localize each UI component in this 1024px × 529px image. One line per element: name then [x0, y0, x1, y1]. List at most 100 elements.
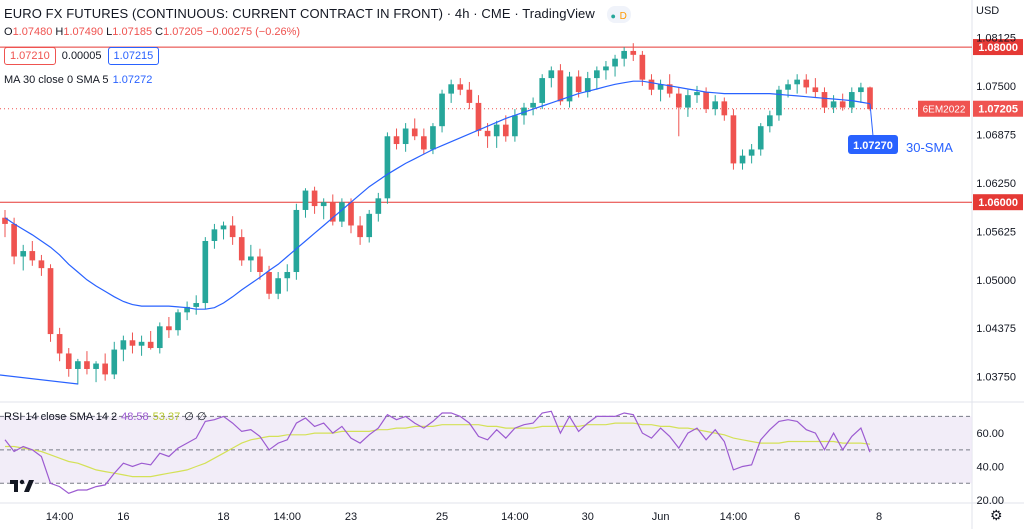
ohlc-readout: O1.07480 H1.07490 L1.07185 C1.07205 −0.0…: [4, 26, 300, 38]
candle-up: [138, 341, 145, 346]
price-tick-label: 1.06250: [976, 178, 1016, 190]
candle-down: [357, 225, 363, 238]
candle-down: [721, 101, 728, 116]
status-indicator[interactable]: ● D: [606, 6, 631, 24]
rsi-line: [4, 410, 871, 494]
symbol-tag-label: 6EM2022: [923, 105, 966, 116]
candle-down: [730, 115, 737, 164]
candle-down: [803, 79, 810, 88]
candle-down: [38, 260, 45, 269]
candle-up: [293, 209, 300, 273]
candle-down: [329, 202, 336, 222]
candle-down: [475, 102, 482, 131]
candle-up: [248, 256, 254, 261]
buy-button[interactable]: 1.07215: [107, 47, 160, 65]
ma-legend-label: MA 30 close 0 SMA 5: [4, 74, 109, 86]
market-open-icon: ●: [610, 11, 616, 22]
open-label: O: [4, 26, 13, 38]
candle-down: [648, 79, 655, 90]
candle-up: [193, 303, 200, 307]
time-tick-label: 18: [217, 511, 229, 523]
candle-up: [375, 198, 382, 214]
candle-down: [393, 136, 400, 145]
candle-up: [402, 128, 409, 145]
time-tick-label: 6: [794, 511, 800, 523]
rsi-legend-extra: ∅ ∅: [184, 411, 207, 423]
candle-up: [767, 115, 773, 127]
candle-up: [584, 78, 591, 93]
symbol-title[interactable]: EURO FX FUTURES (CONTINUOUS: CURRENT CON…: [4, 6, 595, 21]
low-label: L: [106, 26, 113, 38]
rsi-legend-value: 48.58: [121, 411, 149, 423]
annotation-leader: [869, 103, 874, 137]
rsi-sma-line: [5, 422, 871, 478]
rsi-tick-label: 20.00: [976, 495, 1004, 507]
time-tick-label: 14:00: [720, 511, 748, 523]
candle-down: [411, 128, 418, 137]
price-tick-label: 1.04375: [976, 323, 1016, 335]
sell-button[interactable]: 1.07210: [4, 47, 56, 65]
candle-up: [202, 240, 209, 304]
candle-up: [175, 312, 181, 331]
candle-up: [111, 349, 118, 375]
candle-down: [311, 190, 318, 207]
candle-down: [703, 92, 709, 110]
candle-up: [694, 92, 700, 96]
candle-up: [512, 115, 518, 137]
time-tick-label: 30: [582, 511, 594, 523]
candle-up: [566, 76, 573, 102]
candle-down: [812, 87, 819, 93]
high-value: 1.07490: [63, 26, 104, 38]
rsi-tick-label: 60.00: [976, 428, 1004, 440]
rsi-legend[interactable]: RSI 14 close SMA 14 2 48.58 53.37 ∅ ∅: [4, 410, 206, 423]
rsi-pane: [0, 410, 972, 494]
ma-legend[interactable]: MA 30 close 0 SMA 5 1.07272: [4, 74, 152, 86]
axis-labels: 1.08125 1.07500 1.06875 1.06250 1.05625 1.050…: [46, 32, 1016, 523]
candle-up: [530, 102, 536, 108]
candle-up: [657, 84, 664, 90]
annotation-label: 30-SMA: [906, 140, 953, 155]
currency-label[interactable]: USD: [976, 5, 1000, 17]
candle-down: [238, 237, 245, 261]
candle-up: [211, 229, 218, 241]
price-level-tag: [973, 194, 1023, 211]
candle-up: [603, 66, 609, 71]
candle-up: [120, 340, 127, 350]
time-tick-label: 14:00: [46, 511, 74, 523]
rsi-sma-legend-value: 53.37: [152, 411, 181, 423]
settings-gear-icon[interactable]: ⚙: [990, 507, 1003, 523]
candle-up: [539, 78, 546, 103]
candle-down: [575, 76, 582, 93]
candle-up: [685, 95, 691, 108]
candle-up: [93, 363, 99, 369]
spread-value: 0.00005: [61, 50, 102, 62]
delayed-badge: D: [619, 11, 627, 23]
candle-up: [748, 149, 755, 156]
candle-up: [594, 70, 600, 79]
last-price-label: 1.07205: [978, 104, 1018, 116]
candle-down: [639, 54, 646, 80]
price-tick-label: 1.07500: [976, 81, 1016, 93]
candle-up: [156, 326, 163, 349]
time-tick-label: 8: [876, 511, 882, 523]
candle-up: [275, 278, 281, 294]
close-value: 1.07205: [163, 26, 203, 38]
low-value: 1.07185: [112, 26, 153, 38]
candle-up: [439, 93, 445, 127]
tradingview-logo-icon[interactable]: [8, 476, 36, 496]
price-tick-label: 1.08125: [976, 32, 1016, 44]
candle-down: [457, 84, 464, 90]
candle-down: [466, 89, 473, 103]
candle-down: [102, 363, 108, 375]
candle-down: [484, 130, 491, 137]
open-value: 1.07480: [12, 26, 53, 38]
candle-down: [84, 361, 90, 369]
candle-down: [675, 93, 682, 108]
time-tick-label: 16: [117, 511, 129, 523]
price-tick-label: 1.06875: [976, 129, 1016, 141]
candle-down: [229, 225, 236, 238]
price-tick-label: 1.05625: [976, 226, 1016, 238]
candle-down: [29, 251, 36, 261]
candle-down: [630, 50, 637, 55]
